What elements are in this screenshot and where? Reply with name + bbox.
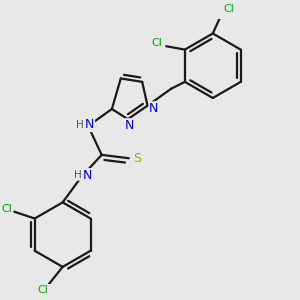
Text: Cl: Cl — [2, 204, 12, 214]
Text: S: S — [133, 152, 141, 165]
Text: Cl: Cl — [152, 38, 163, 49]
Text: Cl: Cl — [224, 4, 235, 14]
Text: H: H — [74, 170, 82, 180]
Text: N: N — [125, 119, 134, 132]
Text: N: N — [83, 169, 92, 182]
Text: N: N — [85, 118, 94, 131]
Text: N: N — [149, 102, 158, 115]
Text: H: H — [76, 120, 83, 130]
Text: Cl: Cl — [38, 285, 48, 295]
